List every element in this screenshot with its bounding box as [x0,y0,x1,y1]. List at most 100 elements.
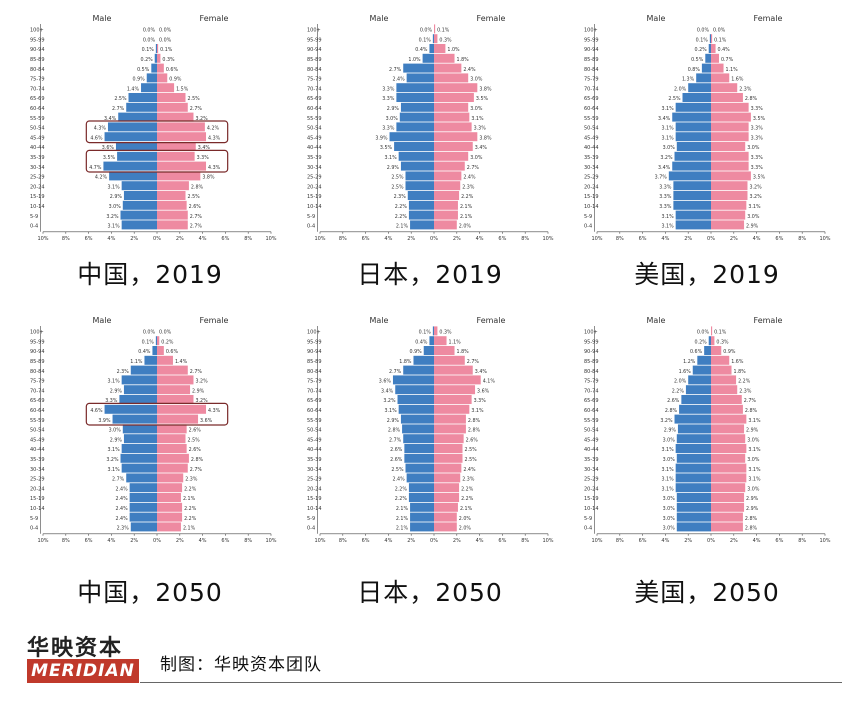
age-label-0-4: 0-4 [307,224,315,230]
male-value-30-34: 3.1% [107,467,120,473]
female-value-100+: 0.3% [439,330,452,336]
age-label-5-9: 5-9 [307,516,315,522]
female-value-85-89: 0.7% [721,57,734,63]
female-bar-90-94 [157,44,159,53]
x-tick-label-5: 0% [153,236,161,242]
female-header: Female [200,14,229,23]
female-bar-85-89 [434,53,455,63]
age-label-35-39: 35-39 [307,457,322,463]
male-bar-25-29 [126,473,157,483]
male-value-65-69: 3.2% [383,398,396,404]
female-bar-90-94 [157,346,164,355]
male-bar-75-79 [406,73,434,83]
age-label-60-64: 60-64 [584,106,599,112]
pyramid-china-2050: Male Female 0-4 2.3% 2.1% 5-9 2.4% 2.2% 10-14 2.4… [30,316,278,548]
age-label-5-9: 5-9 [30,214,38,220]
female-value-5-9: 2.8% [745,516,758,522]
female-value-100+: 0.0% [713,28,726,34]
male-bar-45-49 [123,434,157,444]
female-bar-20-24 [711,181,748,191]
male-value-5-9: 3.2% [106,214,119,220]
age-label-30-34: 30-34 [307,467,322,473]
female-value-5-9: 2.0% [459,516,472,522]
male-value-100+: 0.0% [697,330,710,336]
male-value-15-19: 3.0% [663,496,676,502]
x-tick-label-1: 8% [62,538,70,544]
female-value-95-99: 0.0% [159,37,172,43]
male-value-45-49: 3.1% [661,135,674,141]
male-bar-90-94 [155,44,157,53]
female-value-60-64: 3.3% [751,106,764,112]
pyramid-japan-2019: Male Female 0-4 2.1% 2.0% 5-9 2.2% 2.1% 10-14 2.2… [307,14,555,246]
x-tick-label-8: 6% [221,236,229,242]
male-value-50-54: 2.8% [388,428,401,434]
female-value-90-94: 1.0% [447,47,460,53]
x-tick-label-0: 10% [314,538,325,544]
age-label-60-64: 60-64 [307,408,322,414]
age-label-25-29: 25-29 [30,175,45,181]
x-tick-label-8: 6% [775,538,783,544]
male-value-40-44: 3.6% [102,145,115,151]
female-bar-25-29 [434,171,462,181]
x-tick-label-3: 4% [107,538,115,544]
caption-china-2019: 中国，2019 [77,260,223,289]
female-value-70-74: 2.3% [739,388,752,394]
male-bar-45-49 [403,434,434,444]
male-value-45-49: 3.9% [375,135,388,141]
x-tick-label-9: 8% [521,538,529,544]
female-value-85-89: 1.4% [175,359,188,365]
male-value-15-19: 3.3% [659,194,672,200]
male-bar-15-19 [123,191,157,200]
male-value-35-39: 3.2% [660,155,673,161]
male-value-30-34: 2.9% [387,165,400,171]
female-value-95-99: 0.2% [161,339,174,345]
male-bar-10-14 [129,502,157,512]
male-bar-70-74 [123,385,157,395]
male-value-25-29: 2.4% [392,477,405,483]
female-value-20-24: 3.0% [747,486,760,492]
male-value-70-74: 3.4% [381,388,394,394]
age-label-80-84: 80-84 [30,67,45,73]
female-bar-30-34 [711,161,749,171]
caption-japan-2050: 日本，2050 [357,578,503,607]
male-value-5-9: 2.4% [115,516,128,522]
male-value-65-69: 3.3% [382,96,395,102]
female-bar-95-99 [434,336,447,346]
male-value-75-79: 3.6% [379,379,392,385]
male-value-55-59: 3.4% [104,116,117,122]
age-label-85-89: 85-89 [307,57,322,63]
male-bar-75-79 [121,375,157,385]
male-bar-55-59 [400,414,434,424]
female-value-50-54: 2.9% [746,428,759,434]
male-bar-65-69 [397,395,434,404]
male-header: Male [93,14,112,23]
male-bar-5-9 [675,210,711,220]
age-label-85-89: 85-89 [30,57,45,63]
female-bar-5-9 [434,512,457,522]
female-bar-10-14 [157,200,187,210]
age-label-75-79: 75-79 [30,379,45,385]
male-value-90-94: 0.2% [695,47,708,53]
female-bar-5-9 [434,210,458,220]
x-tick-label-5: 0% [707,236,715,242]
female-value-15-19: 2.2% [461,194,474,200]
x-tick-label-2: 6% [639,236,647,242]
female-value-40-44: 3.1% [748,447,761,453]
highlight-box-0 [85,402,229,426]
female-bar-55-59 [711,112,751,122]
female-bar-15-19 [434,493,460,502]
male-value-25-29: 2.7% [112,477,125,483]
female-bar-40-44 [157,444,187,453]
male-bar-20-24 [675,483,711,493]
female-value-30-34: 2.4% [463,467,476,473]
female-value-90-94: 0.1% [160,47,173,53]
highlight-box-0 [85,120,229,144]
male-value-100+: 0.1% [419,330,432,336]
age-label-90-94: 90-94 [307,47,322,53]
age-label-80-84: 80-84 [307,67,322,73]
male-value-25-29: 3.1% [661,477,674,483]
age-label-40-44: 40-44 [307,145,322,151]
female-bar-45-49 [157,434,186,444]
female-value-45-49: 3.0% [747,437,760,443]
age-label-90-94: 90-94 [584,349,599,355]
